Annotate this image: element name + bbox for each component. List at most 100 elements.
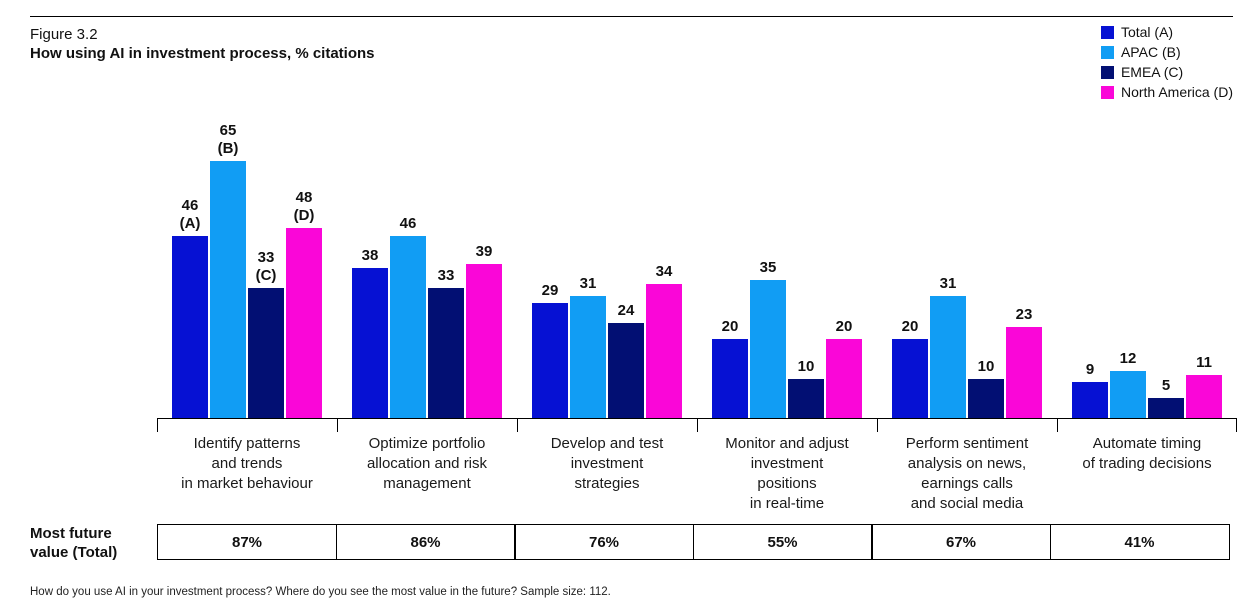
bar-wrap: 10 bbox=[967, 357, 1005, 418]
table-cell: 67% bbox=[871, 524, 1051, 560]
legend-label: APAC (B) bbox=[1120, 44, 1181, 60]
bar-group: 20 31 10 23 bbox=[877, 120, 1057, 418]
table-cell: 87% bbox=[157, 524, 337, 560]
footnote: How do you use AI in your investment pro… bbox=[30, 586, 611, 598]
bar-wrap: 11 bbox=[1185, 354, 1223, 418]
legend-swatch bbox=[1100, 25, 1114, 39]
top-rule bbox=[30, 16, 1233, 17]
bar-wrap: 35 bbox=[749, 259, 787, 418]
category-label: Identify patterns and trends in market b… bbox=[181, 435, 313, 492]
bar-series-d bbox=[646, 283, 682, 418]
category-label: Perform sentiment analysis on news, earn… bbox=[905, 435, 1029, 512]
bar-value-label: 48 (D) bbox=[293, 189, 315, 225]
bar-value-label: 33 bbox=[437, 266, 455, 284]
table-cell: 76% bbox=[514, 524, 694, 560]
bar-chart: 46 (A) 65 (B) 33 (C) 48 (D) 38 46 33 39 29 31 24 34… bbox=[157, 120, 1237, 514]
legend: Total (A) APAC (B) EMEA (C) North America (… bbox=[1100, 24, 1233, 100]
bar-wrap: 5 bbox=[1147, 377, 1185, 418]
bar-series-c bbox=[788, 378, 824, 418]
bar-group: 46 (A) 65 (B) 33 (C) 48 (D) bbox=[157, 120, 337, 418]
bar-value-label: 23 bbox=[1015, 306, 1033, 324]
bar-value-label: 35 bbox=[759, 258, 777, 276]
bar-series-a bbox=[712, 339, 748, 418]
table-cell: 41% bbox=[1049, 524, 1230, 560]
bar-wrap: 23 bbox=[1005, 306, 1043, 418]
bar-value-label: 5 bbox=[1161, 377, 1171, 395]
bar-series-c bbox=[248, 287, 284, 418]
legend-swatch bbox=[1100, 85, 1114, 99]
bar-series-b bbox=[570, 295, 606, 418]
bar-wrap: 9 bbox=[1071, 361, 1109, 418]
legend-label: EMEA (C) bbox=[1120, 64, 1184, 80]
bar-series-d bbox=[286, 228, 322, 418]
category-labels: Identify patterns and trends in market b… bbox=[157, 432, 1237, 514]
bar-wrap: 24 bbox=[607, 302, 645, 418]
bar-group: 38 46 33 39 bbox=[337, 120, 517, 418]
future-value-table: Most future value (Total) 87% 86% 76% 55% 67… bbox=[30, 524, 1230, 562]
bar-groups: 46 (A) 65 (B) 33 (C) 48 (D) 38 46 33 39 29 31 24 34… bbox=[157, 120, 1237, 418]
bar-value-label: 46 bbox=[399, 215, 417, 233]
bar-wrap: 38 bbox=[351, 247, 389, 418]
figure-title: How using AI in investment process, % ci… bbox=[30, 45, 375, 62]
bar-series-d bbox=[826, 339, 862, 418]
bar-value-label: 10 bbox=[977, 357, 995, 375]
legend-label: North America (D) bbox=[1120, 84, 1233, 100]
bar-series-a bbox=[1072, 382, 1108, 418]
bar-value-label: 31 bbox=[939, 274, 957, 292]
bar-series-c bbox=[1148, 398, 1184, 418]
axis-tick-cell bbox=[1057, 419, 1237, 432]
bar-wrap: 20 bbox=[891, 318, 929, 418]
bar-group: 29 31 24 34 bbox=[517, 120, 697, 418]
bar-value-label: 20 bbox=[721, 318, 739, 335]
bar-wrap: 31 bbox=[929, 274, 967, 418]
bar-series-d bbox=[1186, 374, 1222, 418]
bar-value-label: 39 bbox=[475, 242, 493, 260]
bar-wrap: 29 bbox=[531, 282, 569, 418]
bar-series-a bbox=[352, 267, 388, 418]
bar-wrap: 33 bbox=[427, 267, 465, 418]
axis-tick-cell bbox=[517, 419, 697, 432]
legend-item: North America (D) bbox=[1100, 84, 1233, 100]
figure-label: Figure 3.2 bbox=[30, 26, 98, 43]
bar-wrap: 33 (C) bbox=[247, 249, 285, 418]
bar-series-b bbox=[210, 161, 246, 418]
bar-value-label: 31 bbox=[579, 274, 597, 292]
legend-item: APAC (B) bbox=[1100, 44, 1233, 60]
bar-value-label: 24 bbox=[617, 302, 635, 320]
table-cell: 55% bbox=[692, 524, 873, 560]
bar-series-b bbox=[390, 236, 426, 418]
bar-wrap: 46 (A) bbox=[171, 197, 209, 418]
bar-wrap: 20 bbox=[711, 318, 749, 418]
bar-value-label: 65 (B) bbox=[217, 122, 239, 158]
bar-series-b bbox=[930, 295, 966, 418]
bar-value-label: 46 (A) bbox=[179, 197, 201, 233]
bar-wrap: 34 bbox=[645, 263, 683, 418]
x-axis bbox=[157, 418, 1237, 432]
bar-wrap: 39 bbox=[465, 243, 503, 418]
bar-wrap: 20 bbox=[825, 318, 863, 418]
bar-series-c bbox=[428, 287, 464, 418]
axis-tick-cell bbox=[877, 419, 1057, 432]
legend-label: Total (A) bbox=[1120, 24, 1174, 40]
bar-value-label: 38 bbox=[361, 246, 379, 264]
bar-series-a bbox=[532, 303, 568, 418]
bar-value-label: 9 bbox=[1085, 361, 1095, 379]
table-cells: 87% 86% 76% 55% 67% 41% bbox=[157, 524, 1230, 562]
bar-value-label: 10 bbox=[797, 357, 815, 375]
bar-value-label: 20 bbox=[835, 318, 853, 335]
legend-swatch bbox=[1100, 65, 1114, 79]
bar-series-a bbox=[172, 236, 208, 418]
bar-series-c bbox=[608, 323, 644, 418]
category-label: Monitor and adjust investment positions … bbox=[725, 435, 849, 512]
bar-value-label: 12 bbox=[1119, 349, 1137, 367]
axis-tick-cell bbox=[697, 419, 877, 432]
bar-wrap: 48 (D) bbox=[285, 189, 323, 418]
category-label: Develop and test investment strategies bbox=[550, 435, 664, 492]
legend-swatch bbox=[1100, 45, 1114, 59]
axis-tick-cell bbox=[337, 419, 517, 432]
table-row-label: Most future value (Total) bbox=[30, 525, 118, 561]
bar-wrap: 46 bbox=[389, 215, 427, 418]
bar-wrap: 10 bbox=[787, 357, 825, 418]
bar-group: 9 12 5 11 bbox=[1057, 120, 1237, 418]
